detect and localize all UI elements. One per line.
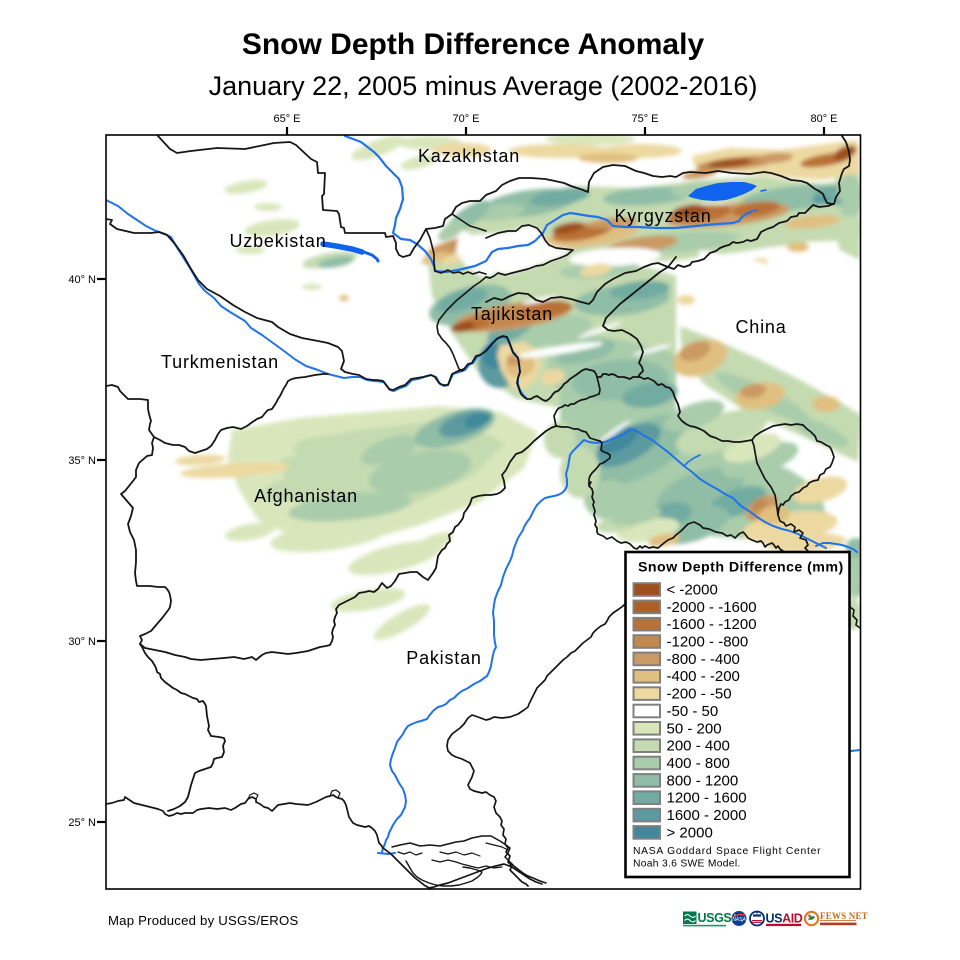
- svg-text:NASA: NASA: [732, 917, 746, 923]
- svg-text:January 22, 2005 minus Average: January 22, 2005 minus Average (2002-201…: [209, 71, 758, 101]
- svg-text:Afghanistan: Afghanistan: [254, 486, 358, 506]
- svg-text:Uzbekistan: Uzbekistan: [229, 231, 326, 251]
- svg-text:-1200 - -800: -1200 - -800: [667, 634, 749, 651]
- svg-text:USAID: USAID: [766, 911, 803, 925]
- svg-text:China: China: [735, 317, 786, 337]
- svg-text:Kazakhstan: Kazakhstan: [418, 146, 520, 166]
- svg-text:35° N: 35° N: [68, 455, 96, 467]
- svg-text:Turkmenistan: Turkmenistan: [161, 352, 279, 372]
- svg-text:> 2000: > 2000: [667, 824, 713, 841]
- svg-text:NASA Goddard Space Flight Cent: NASA Goddard Space Flight Center: [633, 846, 821, 857]
- svg-text:-800 - -400: -800 - -400: [667, 651, 740, 668]
- svg-text:-1600 - -1200: -1600 - -1200: [667, 616, 757, 633]
- svg-text:30° N: 30° N: [68, 636, 96, 648]
- svg-text:Map Produced by USGS/EROS: Map Produced by USGS/EROS: [108, 913, 298, 928]
- svg-text:80° E: 80° E: [810, 113, 837, 125]
- svg-text:< -2000: < -2000: [667, 582, 718, 599]
- svg-text:65° E: 65° E: [273, 113, 300, 125]
- svg-text:75° E: 75° E: [631, 113, 658, 125]
- svg-text:-2000 - -1600: -2000 - -1600: [667, 599, 757, 616]
- svg-text:1600 - 2000: 1600 - 2000: [667, 807, 747, 824]
- svg-text:Snow Depth Difference Anomaly: Snow Depth Difference Anomaly: [242, 28, 705, 61]
- svg-text:-200 - -50: -200 - -50: [667, 686, 732, 703]
- svg-text:USGS: USGS: [698, 911, 732, 925]
- svg-text:-400 - -200: -400 - -200: [667, 668, 740, 685]
- svg-text:-50 - 50: -50 - 50: [667, 703, 719, 720]
- svg-text:FEWS NET: FEWS NET: [820, 911, 868, 921]
- svg-text:800 - 1200: 800 - 1200: [667, 772, 739, 789]
- svg-text:Pakistan: Pakistan: [406, 648, 481, 668]
- svg-text:Tajikistan: Tajikistan: [471, 304, 553, 324]
- svg-text:400 - 800: 400 - 800: [667, 755, 730, 772]
- svg-text:40° N: 40° N: [68, 274, 96, 286]
- svg-text:Noah 3.6 SWE Model.: Noah 3.6 SWE Model.: [633, 859, 741, 870]
- svg-text:1200 - 1600: 1200 - 1600: [667, 790, 747, 807]
- svg-text:70° E: 70° E: [452, 113, 479, 125]
- svg-text:Snow Depth Difference (mm): Snow Depth Difference (mm): [638, 560, 844, 576]
- svg-text:50 - 200: 50 - 200: [667, 720, 722, 737]
- svg-text:200 - 400: 200 - 400: [667, 738, 730, 755]
- svg-text:25° N: 25° N: [68, 817, 96, 829]
- svg-text:Kyrgyzstan: Kyrgyzstan: [614, 206, 711, 226]
